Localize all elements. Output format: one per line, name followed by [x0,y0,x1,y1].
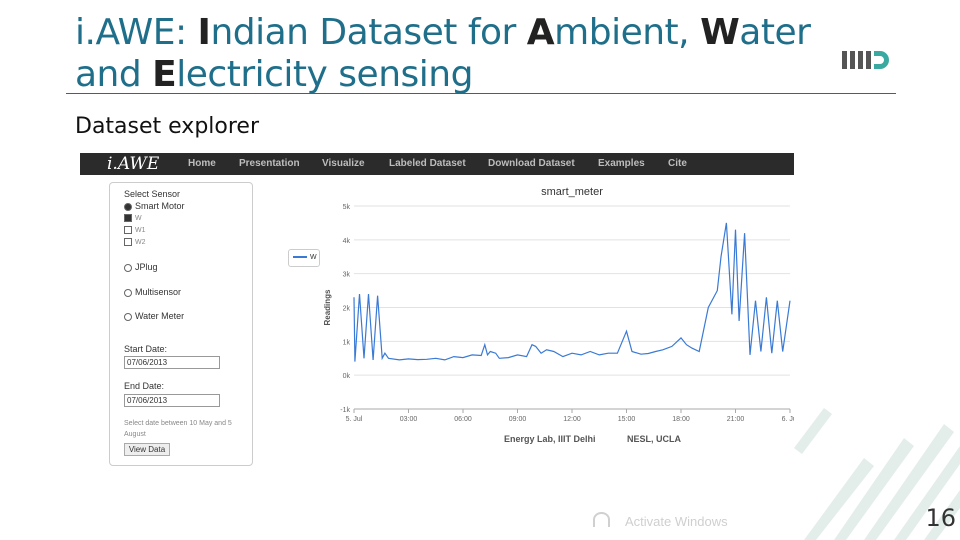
sensor-panel: Select Sensor Smart Motor W W1 W2 JPlug … [109,182,253,466]
smart-meter-chart: smart_meter Readings 5k 4k 3k 2k 1k 0k -1k 5. Jul… [323,186,794,423]
x-tick-label: 21:00 [727,416,745,423]
nav-visualize[interactable]: Visualize [322,158,365,169]
radio-icon[interactable] [124,312,132,321]
date-range-note-cont: August [124,431,146,438]
x-tick-label: 03:00 [400,416,418,423]
checkbox-w2[interactable]: W2 [124,238,146,246]
y-tick-label: 0k [343,373,351,380]
checkbox-checked-icon[interactable] [124,214,132,222]
title-part: mbient, [554,12,701,53]
x-tick-label: 12:00 [563,416,581,423]
radio-icon[interactable] [124,263,132,272]
dataset-explorer-screenshot: i.AWE Home Presentation Visualize Labele… [80,153,794,473]
chart-legend[interactable]: W [288,249,320,267]
x-tick-label: 5. Jul [346,416,363,423]
y-tick-label: 1k [343,339,351,346]
iiitd-logo [842,51,889,69]
x-tick-label: 6. Jul [782,416,794,423]
title-part: W [700,12,740,53]
radio-water-meter[interactable]: Water Meter [124,311,184,321]
end-date-label: End Date: [124,381,165,391]
x-tick-label: 06:00 [454,416,472,423]
checkbox-w[interactable]: W [124,214,142,222]
checkbox-icon[interactable] [124,238,132,246]
series-line-w [353,222,791,362]
title-part: I [197,12,211,53]
x-tick-label: 09:00 [509,416,527,423]
select-sensor-label: Select Sensor [124,189,181,199]
start-date-input[interactable]: 07/06/2013 [124,356,220,369]
nav-home[interactable]: Home [188,158,216,169]
slide-title: i.AWE: Indian Dataset for Ambient, Water… [75,12,815,96]
activation-watermark: Activate Windows [625,514,728,529]
app-navbar: i.AWE Home Presentation Visualize Labele… [80,153,794,175]
windows-activation-icon [593,512,610,527]
radio-multisensor[interactable]: Multisensor [124,287,181,297]
radio-smart-motor[interactable]: Smart Motor [124,201,185,211]
title-part: E [152,54,177,95]
nav-cite[interactable]: Cite [668,158,687,169]
nav-presentation[interactable]: Presentation [239,158,300,169]
y-tick-label: 2k [343,306,351,313]
end-date-input[interactable]: 07/06/2013 [124,394,220,407]
start-date-label: Start Date: [124,344,168,354]
checkbox-w1[interactable]: W1 [124,226,146,234]
y-tick-label: 3k [343,272,351,279]
legend-label: W [310,254,317,261]
page-number: 16 [925,504,956,532]
y-tick-label: 4k [343,238,351,245]
y-tick-label: 5k [343,204,351,211]
date-range-note: Select date between 10 May and 5 [124,420,232,427]
title-part: i.AWE: [75,12,198,53]
checkbox-icon[interactable] [124,226,132,234]
y-tick-label: -1k [340,407,350,414]
legend-line-swatch [293,256,307,259]
slide-subtitle: Dataset explorer [75,114,259,139]
credit-energy-lab: Energy Lab, IIIT Delhi [504,434,596,444]
nav-download-dataset[interactable]: Download Dataset [488,158,575,169]
radio-jplug[interactable]: JPlug [124,262,158,272]
y-axis-label: Readings [323,289,332,326]
title-part: lectricity sensing [176,54,473,95]
title-part: A [526,12,555,53]
credit-nesl: NESL, UCLA [627,434,681,444]
radio-icon[interactable] [124,288,132,297]
decorative-corner-graphic [794,408,960,540]
view-data-button[interactable]: View Data [124,443,170,456]
chart-title: smart_meter [541,186,603,198]
nav-examples[interactable]: Examples [598,158,645,169]
radio-selected-icon[interactable] [124,202,132,211]
x-tick-label: 18:00 [672,416,690,423]
title-part: ater and [75,12,811,95]
title-part: ndian Dataset for [210,12,527,53]
app-brand[interactable]: i.AWE [107,154,160,174]
x-tick-label: 15:00 [618,416,636,423]
nav-labeled-dataset[interactable]: Labeled Dataset [389,158,466,169]
title-divider [66,93,896,94]
